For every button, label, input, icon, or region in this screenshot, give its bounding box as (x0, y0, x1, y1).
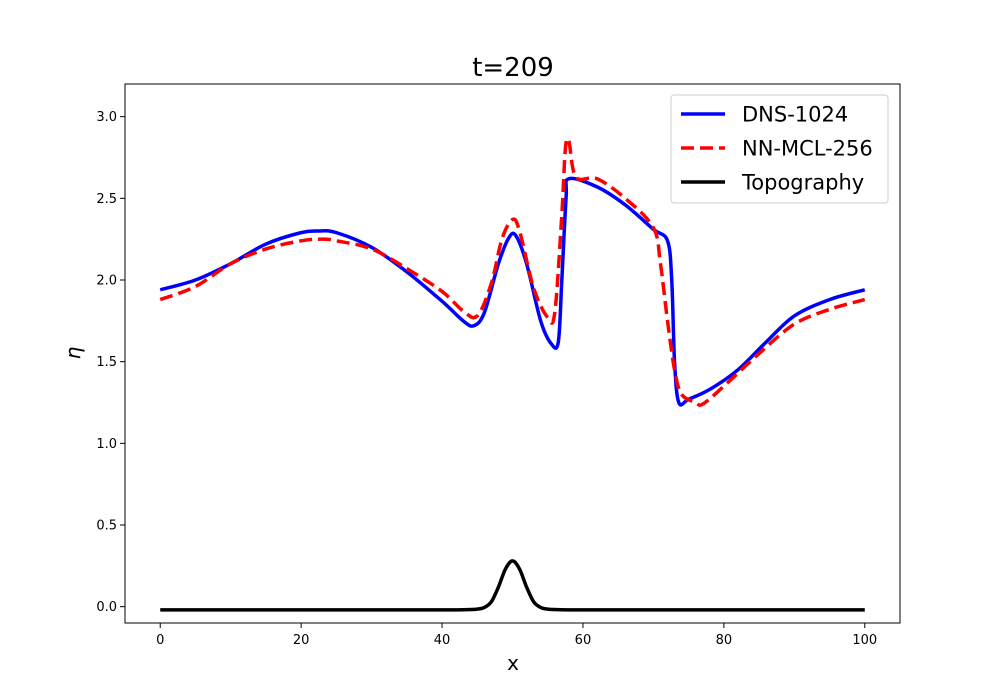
y-tick-label: 0.0 (96, 600, 117, 615)
legend-label: NN-MCL-256 (742, 137, 873, 161)
x-axis-ticks: 0 20 40 60 80 100 (156, 623, 877, 648)
x-tick-label: 20 (293, 633, 310, 648)
x-axis-title: x (507, 651, 519, 675)
y-tick-label: 3.0 (96, 110, 117, 125)
y-axis-ticks: 0.0 0.5 1.0 1.5 2.0 2.5 3.0 (96, 110, 125, 615)
y-tick-label: 1.0 (96, 437, 117, 452)
chart-title: t=209 (472, 53, 554, 83)
y-tick-label: 1.5 (96, 355, 117, 370)
legend-box (670, 94, 889, 204)
x-tick-label: 100 (852, 633, 877, 648)
legend-label: DNS-1024 (742, 103, 848, 127)
series-lines (159, 136, 866, 612)
legend-label: Topography (741, 171, 864, 195)
plot-area (124, 83, 901, 624)
series-line-topography (160, 559, 865, 612)
x-tick-label: 80 (716, 633, 733, 648)
legend: DNS-1024 NN-MCL-256 Topography (670, 94, 889, 204)
y-tick-label: 2.0 (96, 274, 117, 289)
y-tick-label: 0.5 (96, 519, 117, 534)
x-tick-label: 0 (156, 633, 164, 648)
axes-frame (124, 83, 901, 624)
x-tick-label: 40 (434, 633, 451, 648)
x-tick-label: 60 (575, 633, 592, 648)
y-tick-label: 2.5 (96, 192, 117, 207)
y-axis-title: η (61, 346, 85, 359)
